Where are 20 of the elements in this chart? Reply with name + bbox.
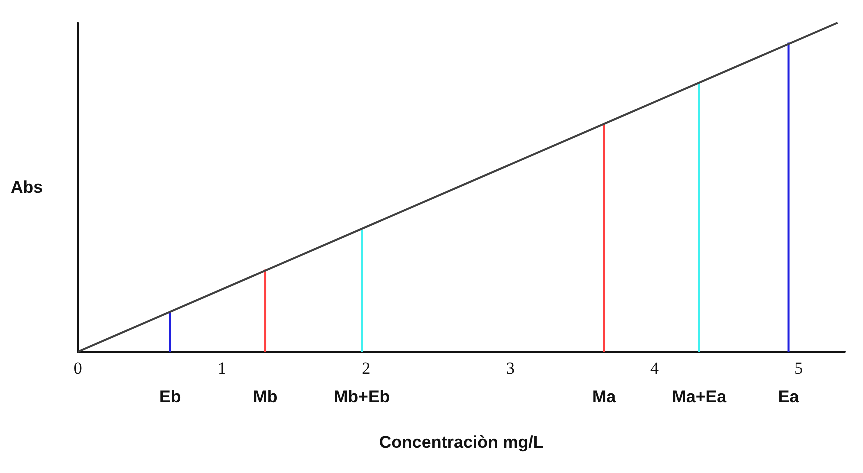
x-axis-title: Concentraciòn mg/L xyxy=(379,433,544,452)
bar xyxy=(603,124,606,352)
annotation: Eb xyxy=(160,388,182,406)
bar xyxy=(698,82,700,352)
annotation: Ma xyxy=(592,388,617,406)
annotation: Ea xyxy=(778,388,800,406)
bar xyxy=(788,42,790,352)
bar xyxy=(169,312,172,352)
annotation: Mb xyxy=(253,388,278,406)
x-tick-label: 5 xyxy=(794,359,804,378)
x-tick-label: 0 xyxy=(74,359,82,378)
x-tick-label: 4 xyxy=(650,359,660,378)
bar xyxy=(361,230,364,352)
x-tick-label: 2 xyxy=(362,359,371,378)
x-tick-label: 3 xyxy=(506,359,515,378)
bar xyxy=(264,270,267,352)
x-tick-label: 1 xyxy=(218,359,227,378)
annotation: Ma+Ea xyxy=(672,388,728,406)
annotation: Mb+Eb xyxy=(334,388,390,406)
y-axis-title: Abs xyxy=(10,178,44,197)
